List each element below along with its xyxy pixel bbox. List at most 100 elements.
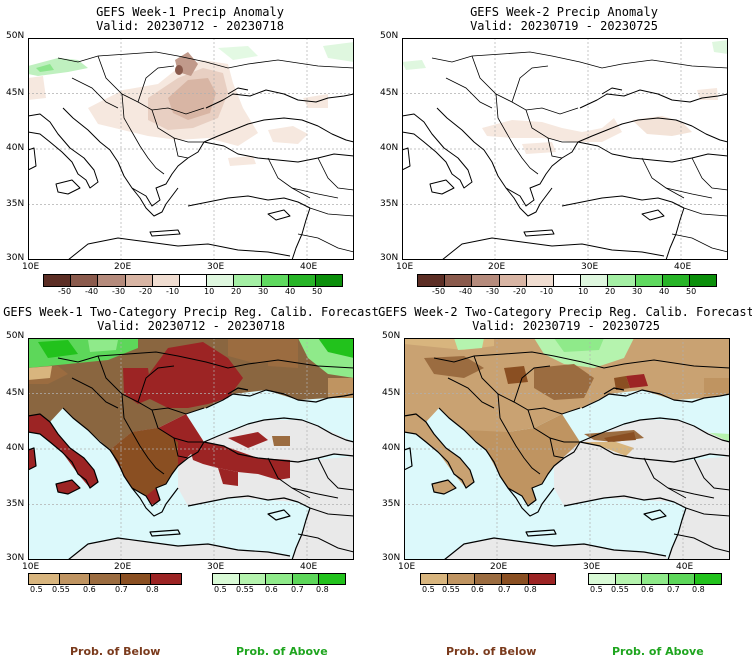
colorbar-label: 0.8 [316,585,329,594]
colorbar-label: 30 [632,287,643,296]
lon-label-10e: 10E [22,562,40,572]
colorbar-label: 0.6 [265,585,278,594]
colorbar-label: 0.6 [641,585,654,594]
lat-label-50n: 50N [6,31,25,41]
colorbar-label: 0.5 [422,585,435,594]
lat-label-45n: 45N [6,88,25,98]
lat-label-45n: 45N [382,388,401,398]
panel4-subtitle: Valid: 20230719 - 20230725 [472,319,660,333]
lat-label-35n: 35N [380,199,399,209]
prob-below-label: Prob. of Below [446,645,537,658]
lat-label-50n: 50N [382,331,401,341]
prob-above-colorbar [588,573,722,585]
map-week2-probability [404,338,730,560]
colorbar-label: -50 [58,287,72,296]
panel4-title: GEFS Week-2 Two-Category Precip Reg. Cal… [378,305,752,319]
lon-label-10e: 10E [396,262,414,272]
prob-above-label: Prob. of Above [612,645,704,658]
colorbar-label: -20 [513,287,527,296]
colorbar-label: -30 [486,287,500,296]
lon-label-10e: 10E [22,262,40,272]
lat-label-35n: 35N [382,499,401,509]
panel3-title: GEFS Week-1 Two-Category Precip Reg. Cal… [3,305,379,319]
colorbar-label: 50 [312,287,323,296]
country-borders [57,51,354,253]
grid [28,38,354,260]
lon-label-40e: 40E [300,562,318,572]
lat-label-30n: 30N [6,253,25,263]
colorbar-label: 0.55 [442,585,460,594]
prob-above-colorbar [212,573,346,585]
colorbar-label: 0.6 [471,585,484,594]
colorbar-label: 0.5 [214,585,227,594]
country-borders [433,351,730,553]
lat-label-40n: 40N [6,443,25,453]
lat-label-45n: 45N [6,388,25,398]
panel2-title: GEFS Week-2 Precip Anomaly [470,5,658,19]
lat-label-35n: 35N [6,199,25,209]
map-week2-anomaly [402,38,728,260]
lat-label-40n: 40N [382,443,401,453]
lon-label-20e: 20E [114,262,132,272]
panel1-subtitle: Valid: 20230712 - 20230718 [96,19,284,33]
colorbar-label: -10 [540,287,554,296]
coastlines [28,87,354,260]
colorbar-label: 0.7 [498,585,511,594]
coastlines [404,387,730,560]
panel2-subtitle: Valid: 20230719 - 20230725 [470,19,658,33]
colorbar-label: 0.55 [611,585,629,594]
lon-label-20e: 20E [488,262,506,272]
lat-label-30n: 30N [380,253,399,263]
colorbar-label: 10 [578,287,589,296]
colorbar-label: -10 [166,287,180,296]
lat-label-50n: 50N [6,331,25,341]
panel1-title: GEFS Week-1 Precip Anomaly [96,5,284,19]
prob-above-label: Prob. of Above [236,645,328,658]
colorbar-label: 50 [686,287,697,296]
colorbar-label: 20 [605,287,616,296]
colorbar-label: 0.8 [146,585,159,594]
grid [28,338,354,560]
grid [402,38,728,260]
colorbar-label: 30 [258,287,269,296]
lat-label-35n: 35N [6,499,25,509]
colorbar-label: -20 [139,287,153,296]
coastlines [28,387,354,560]
panel3-subtitle: Valid: 20230712 - 20230718 [97,319,285,333]
lat-label-40n: 40N [6,143,25,153]
colorbar-label: 20 [231,287,242,296]
colorbar-label: 40 [659,287,670,296]
prob-below-colorbar [420,573,556,585]
lat-label-30n: 30N [6,553,25,563]
lat-label-45n: 45N [380,88,399,98]
colorbar-label: 0.7 [115,585,128,594]
grid [404,338,730,560]
colorbar-label: -50 [432,287,446,296]
colorbar-label: -40 [459,287,473,296]
colorbar-label: 0.6 [83,585,96,594]
colorbar-label: 0.55 [236,585,254,594]
lon-label-40e: 40E [300,262,318,272]
coastlines [402,87,728,260]
colorbar-label: 0.5 [590,585,603,594]
country-borders [431,51,728,253]
colorbar-label: 10 [204,287,215,296]
colorbar-label: 0.55 [52,585,70,594]
lat-label-50n: 50N [380,31,399,41]
anomaly-colorbar [417,274,717,287]
prob-shading [404,338,730,506]
lon-label-30e: 30E [207,262,225,272]
lat-label-30n: 30N [382,553,401,563]
map-week1-probability [28,338,354,560]
lon-label-30e: 30E [207,562,225,572]
lon-label-40e: 40E [674,262,692,272]
lon-label-30e: 30E [583,562,601,572]
colorbar-label: 40 [285,287,296,296]
country-borders [57,351,354,553]
lon-label-30e: 30E [581,262,599,272]
map-week1-anomaly [28,38,354,260]
anomaly-shading [28,42,354,166]
lon-label-20e: 20E [114,562,132,572]
lon-label-10e: 10E [398,562,416,572]
colorbar-label: -30 [112,287,126,296]
